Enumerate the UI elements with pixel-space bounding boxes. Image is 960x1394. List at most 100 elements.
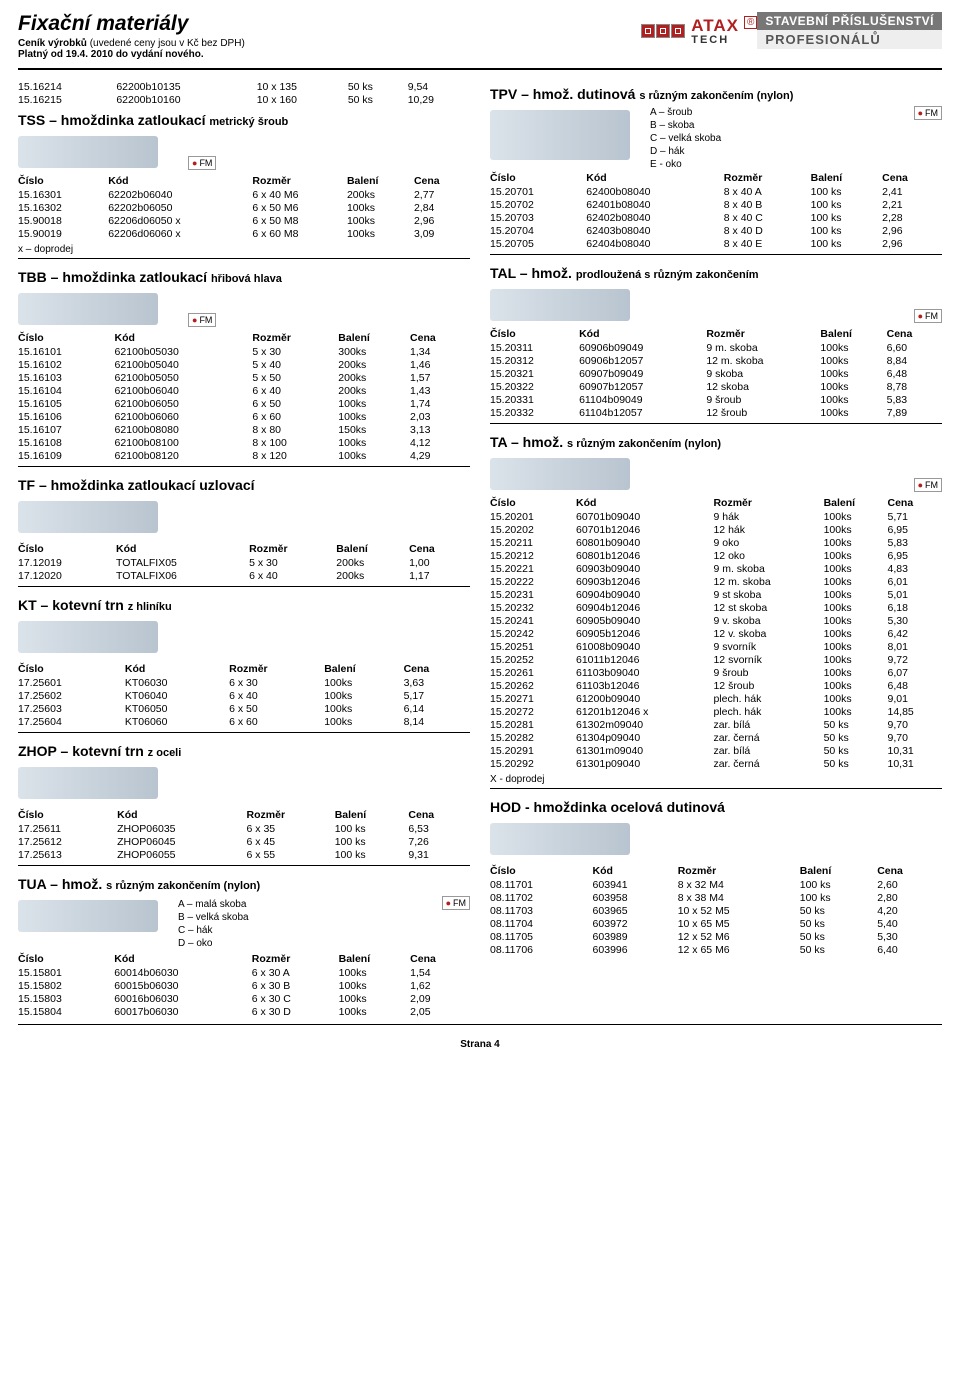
- table-cell: 2,05: [410, 1005, 470, 1018]
- kt-title-text: KT – kotevní trn: [18, 597, 124, 613]
- fm-badge-icon: FM: [914, 478, 942, 492]
- table-cell: 15.16108: [18, 436, 115, 449]
- legend-item: C – velká skoba: [650, 132, 721, 145]
- table-cell: 6 x 40: [252, 384, 338, 397]
- table-cell: 6 x 40: [249, 569, 336, 582]
- table-cell: 15.20262: [490, 679, 576, 692]
- table-cell: 100ks: [324, 715, 403, 728]
- table-cell: 50 ks: [824, 731, 888, 744]
- tua-suffix: s různým zakončením (nylon): [106, 880, 260, 892]
- table-row: 15.2028161302m09040zar. bílá50 ks9,70: [490, 718, 942, 731]
- table-cell: 1,00: [409, 556, 470, 569]
- col-baleni: Balení: [339, 952, 411, 966]
- table-cell: 15.20703: [490, 211, 586, 224]
- table-cell: TOTALFIX05: [116, 556, 249, 569]
- table-cell: 17.25611: [18, 822, 117, 835]
- col-cena: Cena: [410, 331, 470, 345]
- fm-badge-icon: FM: [442, 896, 470, 910]
- table-row: 08.1170660399612 x 65 M650 ks6,40: [490, 943, 942, 956]
- col-cislo: Číslo: [18, 952, 114, 966]
- table-cell: 12 m. skoba: [706, 354, 820, 367]
- col-rozmer: Rozměr: [706, 327, 820, 341]
- table-cell: 15.15802: [18, 979, 114, 992]
- table-cell: 5,83: [887, 393, 942, 406]
- table-cell: 8 x 120: [252, 449, 338, 462]
- sep: [490, 423, 942, 424]
- ta-title: TA – hmož. s různým zakončením (nylon): [490, 434, 942, 450]
- tagline-box: STAVEBNÍ PŘÍSLUŠENSTVÍ PROFESIONÁLŮ: [757, 12, 942, 49]
- table-cell: 61103b09040: [576, 666, 713, 679]
- tua-tbody: 15.1580160014b060306 x 30 A100ks1,5415.1…: [18, 966, 470, 1018]
- table-cell: 6 x 60: [229, 715, 324, 728]
- table-cell: 8,78: [887, 380, 942, 393]
- table-row: 17.25611ZHOP060356 x 35100 ks6,53: [18, 822, 470, 835]
- col-kod: Kód: [115, 331, 253, 345]
- table-cell: 200ks: [338, 371, 410, 384]
- col-cena: Cena: [408, 808, 470, 822]
- table-cell: 6 x 30 C: [252, 992, 339, 1005]
- table-cell: 1,74: [410, 397, 470, 410]
- hod-table: Číslo Kód Rozměr Balení Cena 08.11701603…: [490, 864, 942, 956]
- table-row: 15.2021160801b090409 oko100ks5,83: [490, 536, 942, 549]
- table-cell: 15.20292: [490, 757, 576, 770]
- table-cell: 17.25601: [18, 676, 125, 689]
- table-cell: 12 x 52 M6: [678, 930, 800, 943]
- table-cell: 08.11703: [490, 904, 593, 917]
- table-cell: 150ks: [338, 423, 410, 436]
- table-cell: 6 x 35: [247, 822, 335, 835]
- col-rozmer: Rozměr: [247, 808, 335, 822]
- col-rozmer: Rozměr: [229, 662, 324, 676]
- table-cell: 10 x 160: [257, 93, 348, 106]
- table-cell: 15.20222: [490, 575, 576, 588]
- table-cell: 15.20281: [490, 718, 576, 731]
- table-cell: 100ks: [338, 397, 410, 410]
- table-cell: 6,01: [887, 575, 942, 588]
- table-cell: 15.16102: [18, 358, 115, 371]
- table-cell: 8,14: [404, 715, 470, 728]
- table-cell: 15.20232: [490, 601, 576, 614]
- page-footer: Strana 4: [18, 1039, 942, 1050]
- table-cell: 5,71: [887, 510, 942, 523]
- ta-tbody: 15.2020160701b090409 hák100ks5,7115.2020…: [490, 510, 942, 770]
- sep: [490, 254, 942, 255]
- tal-suffix: prodloužená s různým zakončením: [576, 269, 759, 281]
- table-cell: 50 ks: [824, 757, 888, 770]
- table-cell: KT06060: [125, 715, 229, 728]
- table-cell: 15.20331: [490, 393, 579, 406]
- tal-image-row: FM: [490, 285, 942, 327]
- table-row: 15.2026161103b090409 šroub100ks6,07: [490, 666, 942, 679]
- right-column: TPV – hmož. dutinová s různým zakončením…: [490, 80, 942, 1022]
- table-cell: 7,89: [887, 406, 942, 419]
- table-cell: 100ks: [824, 653, 888, 666]
- table-cell: 2,28: [882, 211, 942, 224]
- table-cell: 62400b08040: [586, 185, 723, 198]
- table-row: 15.1610962100b081208 x 120100ks4,29: [18, 449, 470, 462]
- legend-item: C – hák: [178, 924, 249, 937]
- table-cell: 6 x 50 M8: [252, 214, 347, 227]
- table-cell: 2,96: [882, 237, 942, 250]
- table-cell: 100ks: [824, 601, 888, 614]
- table-cell: 15.20322: [490, 380, 579, 393]
- table-cell: 62100b06050: [115, 397, 253, 410]
- table-cell: 15.20211: [490, 536, 576, 549]
- table-cell: 6 x 40: [229, 689, 324, 702]
- table-cell: 9 šroub: [706, 393, 820, 406]
- table-row: 15.2032160907b090499 skoba100ks6,48: [490, 367, 942, 380]
- table-cell: 5,17: [404, 689, 470, 702]
- table-row: 08.11702603958 8 x 38 M4100 ks2,80: [490, 891, 942, 904]
- table-cell: 60801b12046: [576, 549, 713, 562]
- table-cell: 9 šroub: [713, 666, 823, 679]
- table-cell: 2,21: [882, 198, 942, 211]
- table-cell: 100ks: [824, 562, 888, 575]
- tbb-table: Číslo Kód Rozměr Balení Cena 15.16101621…: [18, 331, 470, 462]
- table-cell: 100ks: [824, 588, 888, 601]
- table-row: 15.9001962206d06060 x6 x 60 M8100ks3,09: [18, 227, 470, 240]
- table-cell: 61008b09040: [576, 640, 713, 653]
- pre-tbody: 15.1621462200b1013510 x 13550 ks9,5415.1…: [18, 80, 470, 106]
- col-cislo: Číslo: [18, 808, 117, 822]
- table-cell: 100ks: [824, 523, 888, 536]
- valid-from: Platný od 19.4. 2010 do vydání nového.: [18, 49, 641, 60]
- table-cell: 60903b09040: [576, 562, 713, 575]
- table-row: 15.2033261104b1205712 šroub100ks7,89: [490, 406, 942, 419]
- tbb-image-row: FM: [18, 289, 470, 331]
